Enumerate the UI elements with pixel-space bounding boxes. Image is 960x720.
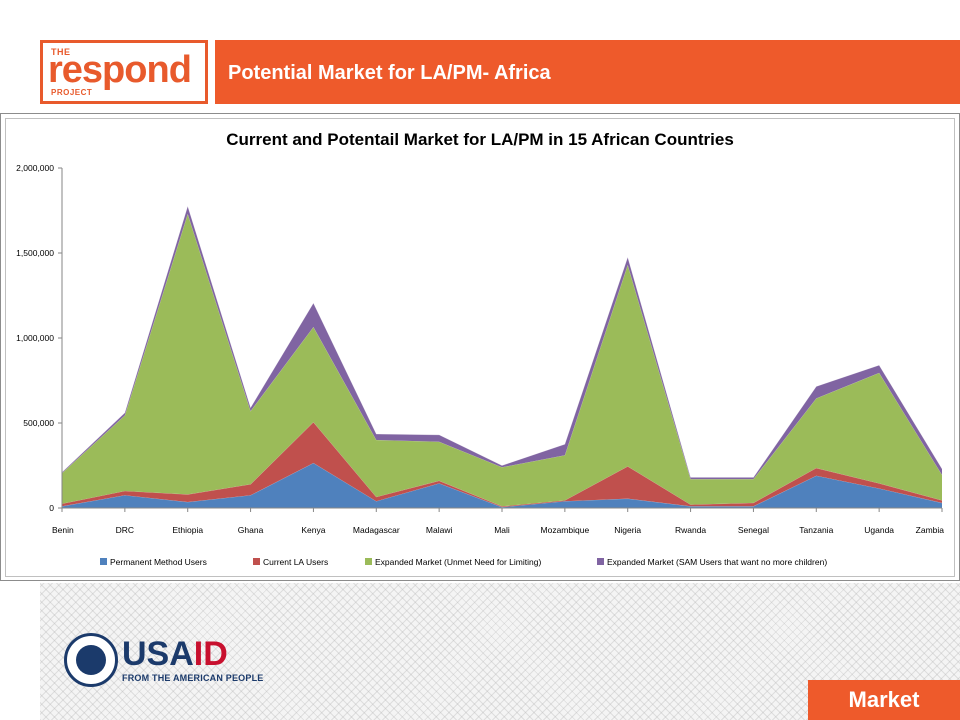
- y-tick-label: 1,000,000: [16, 333, 54, 343]
- usaid-tagline: FROM THE AMERICAN PEOPLE: [122, 673, 264, 683]
- legend-swatch: [597, 558, 604, 565]
- x-tick-label: Madagascar: [353, 525, 400, 535]
- logo-project-text: PROJECT: [51, 88, 93, 97]
- respond-project-logo: THE respond PROJECT: [40, 40, 208, 104]
- handshake-icon: [76, 645, 106, 675]
- x-tick-label: Nigeria: [614, 525, 641, 535]
- legend-swatch: [253, 558, 260, 565]
- legend-label: Current LA Users: [263, 557, 328, 567]
- legend-label: Expanded Market (Unmet Need for Limiting…: [375, 557, 541, 567]
- x-tick-label: Benin: [52, 525, 74, 535]
- market-tab[interactable]: Market: [808, 680, 960, 720]
- x-tick-label: Tanzania: [799, 525, 833, 535]
- chart-area-border: [5, 118, 955, 577]
- x-tick-label: Mali: [494, 525, 510, 535]
- area-series-3: [62, 213, 942, 507]
- x-tick-label: Ghana: [238, 525, 264, 535]
- usaid-wordmark: USAID: [122, 636, 228, 672]
- usaid-seal-icon: [64, 633, 118, 687]
- x-tick-label: DRC: [116, 525, 134, 535]
- chart-title: Current and Potentail Market for LA/PM i…: [226, 130, 734, 149]
- x-tick-label: Senegal: [738, 525, 769, 535]
- legend-swatch: [365, 558, 372, 565]
- x-tick-label: Malawi: [426, 525, 453, 535]
- legend-swatch: [100, 558, 107, 565]
- area-series-1: [62, 462, 942, 508]
- y-tick-label: 2,000,000: [16, 163, 54, 173]
- y-tick-label: 1,500,000: [16, 248, 54, 258]
- usaid-wordmark-usa: USA: [122, 635, 194, 673]
- x-tick-label: Uganda: [864, 525, 894, 535]
- x-tick-label: Rwanda: [675, 525, 706, 535]
- title-bar: Potential Market for LA/PM- Africa: [215, 40, 960, 104]
- usaid-wordmark-id: ID: [193, 635, 228, 673]
- logo-the-text: THE: [51, 47, 71, 57]
- legend-label: Expanded Market (SAM Users that want no …: [607, 557, 827, 567]
- market-tab-label: Market: [848, 687, 920, 712]
- x-tick-label: Mozambique: [541, 525, 590, 535]
- slide-title: Potential Market for LA/PM- Africa: [228, 62, 551, 84]
- background-pattern: [40, 583, 960, 720]
- y-tick-label: 500,000: [23, 418, 54, 428]
- logo-respond-text: respond: [48, 49, 192, 91]
- y-tick-label: 0: [49, 503, 54, 513]
- x-tick-label: Zambia: [916, 525, 945, 535]
- area-edge-4: [61, 205, 943, 478]
- legend-label: Permanent Method Users: [110, 557, 207, 567]
- x-tick-label: Ethiopia: [172, 525, 203, 535]
- x-tick-label: Kenya: [301, 525, 325, 535]
